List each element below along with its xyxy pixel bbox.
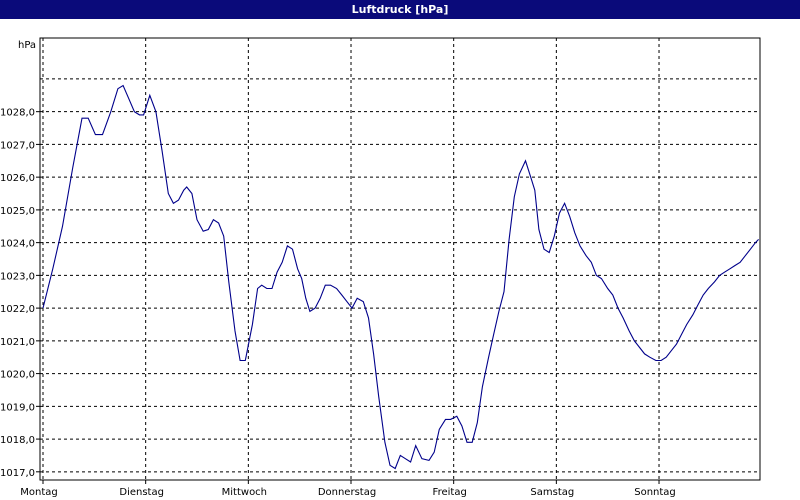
pressure-series-line xyxy=(42,84,759,470)
y-gridlines xyxy=(40,78,760,473)
y-tick-label: 1017,0 xyxy=(0,468,35,479)
y-tick-labels: 1017,0 1018,0 1019,0 1020,0 1021,0 1022,0 1023… xyxy=(0,108,40,479)
y-tick-label: 1027,0 xyxy=(0,140,35,151)
y-tick-label: 1025,0 xyxy=(0,206,35,217)
plot-border xyxy=(39,37,761,481)
y-tick-label: 1024,0 xyxy=(0,239,35,250)
y-tick-label: 1028,0 xyxy=(0,108,35,119)
x-gridlines xyxy=(42,38,660,480)
plot-background xyxy=(0,19,800,500)
x-tick-day-label: Dienstag xyxy=(119,487,164,498)
y-tick-label: 1018,0 xyxy=(0,435,35,446)
x-tick-day-label: Samstag xyxy=(530,487,574,498)
pressure-chart: 1017,0 1018,0 1019,0 1020,0 1021,0 1022,0 1023… xyxy=(0,19,800,500)
x-tick-day-label: Freitag xyxy=(433,487,467,498)
y-tick-label: 1026,0 xyxy=(0,173,35,184)
x-tick-labels: Montag31.03.25Dienstag01.04.25Mittwoch02… xyxy=(20,480,676,498)
y-axis-unit-label: hPa xyxy=(18,40,36,51)
x-tick-day-label: Donnerstag xyxy=(318,487,376,498)
x-tick-day-label: Mittwoch xyxy=(222,487,267,498)
chart-title: Luftdruck [hPa] xyxy=(0,0,800,19)
y-tick-label: 1020,0 xyxy=(0,370,35,381)
y-tick-label: 1019,0 xyxy=(0,402,35,413)
x-tick-day-label: Sonntag xyxy=(634,487,676,498)
y-tick-label: 1022,0 xyxy=(0,304,35,315)
x-tick-day-label: Montag xyxy=(20,487,57,498)
y-tick-label: 1021,0 xyxy=(0,337,35,348)
y-tick-label: 1023,0 xyxy=(0,271,35,282)
